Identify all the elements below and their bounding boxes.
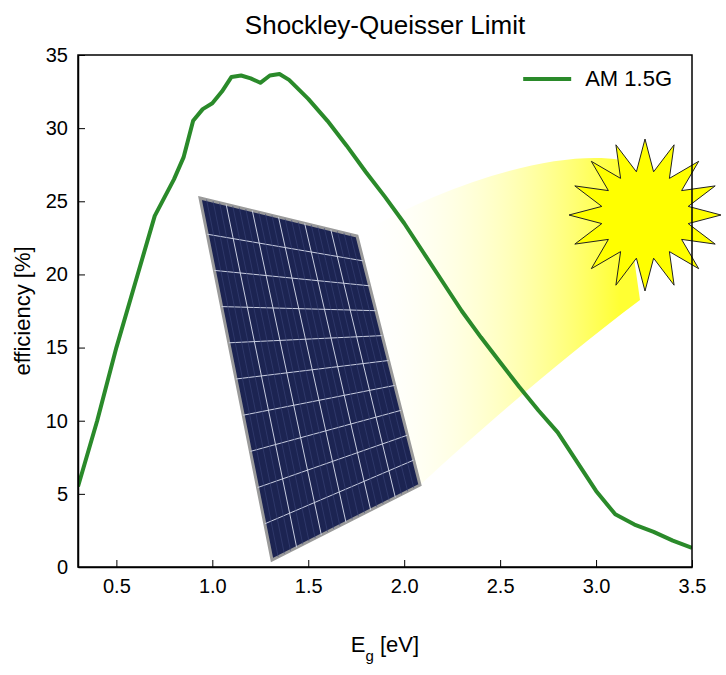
y-tick-label: 35 — [46, 44, 68, 66]
y-tick: 20 — [46, 263, 85, 285]
y-axis-title: efficiency [%] — [10, 246, 35, 375]
plot-frame — [78, 55, 692, 567]
y-tick-label: 25 — [46, 190, 68, 212]
x-tick-mark — [596, 560, 597, 567]
y-tick: 30 — [46, 117, 85, 139]
x-tick: 1.5 — [295, 560, 323, 597]
y-tick-mark — [78, 128, 85, 129]
x-tick-label: 3.5 — [679, 575, 707, 597]
x-tick-mark — [404, 560, 405, 567]
x-tick: 1.0 — [199, 560, 227, 597]
y-tick-label: 10 — [46, 410, 68, 432]
chart-title: Shockley-Queisser Limit — [245, 10, 526, 40]
x-axis-line — [79, 567, 693, 569]
x-tick-label: 2.5 — [487, 575, 515, 597]
y-tick-mark — [78, 421, 85, 422]
x-axis: 0.5 1.0 1.5 2.0 2.5 3.0 3.5 — [79, 560, 707, 597]
x-tick-mark — [692, 560, 693, 567]
x-tick: 3.5 — [679, 560, 707, 597]
y-tick: 35 — [46, 44, 85, 66]
x-tick-mark — [116, 560, 117, 567]
y-tick-mark — [78, 494, 85, 495]
y-tick-mark — [78, 348, 85, 349]
y-tick-label: 5 — [57, 483, 68, 505]
y-tick: 5 — [57, 483, 85, 505]
y-tick-label: 0 — [57, 556, 68, 578]
x-tick-label: 1.5 — [295, 575, 323, 597]
y-tick-label: 20 — [46, 263, 68, 285]
x-axis-title: Eg [eV] — [351, 632, 419, 664]
sun — [569, 139, 721, 291]
y-tick: 10 — [46, 410, 85, 432]
legend-label: AM 1.5G — [585, 66, 672, 91]
legend-swatch — [523, 77, 571, 81]
x-tick: 2.0 — [391, 560, 419, 597]
x-tick: 3.0 — [583, 560, 611, 597]
plot-area — [78, 74, 692, 548]
y-tick-label: 15 — [46, 336, 68, 358]
y-tick: 15 — [46, 336, 85, 358]
y-tick: 0 — [57, 556, 85, 578]
y-tick-mark — [78, 567, 85, 568]
chart: 0.5 1.0 1.5 2.0 2.5 3.0 3.5 0 5 10 15 20 25 30 35 Shock… — [0, 0, 726, 675]
y-axis: 0 5 10 15 20 25 30 35 — [46, 44, 85, 578]
illustration — [200, 139, 721, 560]
x-tick-mark — [212, 560, 213, 567]
x-tick-label: 1.0 — [199, 575, 227, 597]
x-tick: 0.5 — [103, 560, 131, 597]
series-line — [78, 74, 692, 548]
solar-panel — [200, 198, 420, 560]
y-tick-mark — [78, 274, 85, 275]
y-tick: 25 — [46, 190, 85, 212]
panel-fingers — [207, 200, 414, 557]
y-axis-line — [78, 56, 80, 568]
x-tick-label: 0.5 — [103, 575, 131, 597]
x-tick-mark — [308, 560, 309, 567]
legend: AM 1.5G — [523, 66, 672, 91]
y-tick-label: 30 — [46, 117, 68, 139]
x-tick-mark — [500, 560, 501, 567]
y-tick-mark — [78, 55, 85, 56]
x-tick-label: 2.0 — [391, 575, 419, 597]
panel-cells — [207, 204, 414, 547]
x-tick: 2.5 — [487, 560, 515, 597]
x-tick-label: 3.0 — [583, 575, 611, 597]
y-tick-mark — [78, 201, 85, 202]
